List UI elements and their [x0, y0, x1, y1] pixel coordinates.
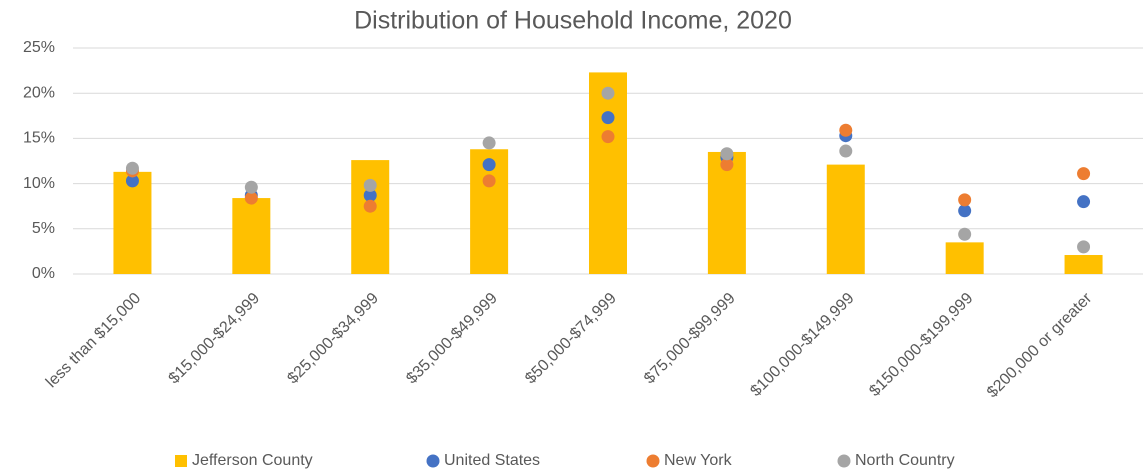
y-tick-label: 5% — [32, 220, 55, 237]
dot — [601, 111, 615, 125]
dot — [363, 188, 377, 202]
chart-title: Distribution of Household Income, 2020 — [354, 7, 792, 35]
legend-label: North Country — [855, 452, 955, 469]
dot — [839, 123, 853, 137]
dot — [601, 86, 615, 100]
legend-swatch — [837, 454, 851, 468]
dot — [244, 191, 258, 205]
dot — [1077, 240, 1091, 254]
x-tick-label: $25,000-$34,999 — [284, 290, 382, 388]
bar — [945, 242, 984, 274]
legend-label: United States — [444, 452, 540, 469]
dot — [125, 174, 139, 188]
bar — [826, 164, 865, 274]
dot — [482, 158, 496, 172]
x-tick-label: $100,000-$149,999 — [747, 290, 857, 400]
dot — [125, 161, 139, 175]
bar — [113, 171, 152, 274]
x-tick-label: $150,000-$199,999 — [866, 290, 976, 400]
legend-label: Jefferson County — [192, 452, 313, 469]
x-tick-label: $50,000-$74,999 — [522, 290, 620, 388]
dot — [244, 180, 258, 194]
legend-swatch — [646, 454, 660, 468]
y-tick-label: 10% — [23, 175, 55, 192]
x-tick-label: less than $15,000 — [43, 290, 144, 391]
legend-swatch — [426, 454, 440, 468]
bar — [232, 198, 271, 274]
x-tick-label: $15,000-$24,999 — [166, 290, 264, 388]
x-tick-label: $75,000-$99,999 — [641, 290, 739, 388]
dot — [958, 193, 972, 207]
dot — [1077, 167, 1091, 181]
bar — [351, 160, 390, 274]
bar — [1064, 255, 1103, 274]
dot — [363, 199, 377, 213]
dot — [363, 178, 377, 192]
x-tick-label: $35,000-$49,999 — [403, 290, 501, 388]
dot — [601, 130, 615, 144]
legend-swatch — [175, 455, 187, 467]
x-tick-label: $200,000 or greater — [984, 289, 1096, 401]
dot — [958, 204, 972, 218]
dot — [720, 147, 734, 161]
legend-label: New York — [664, 452, 733, 469]
dot — [958, 227, 972, 241]
y-tick-label: 20% — [23, 84, 55, 101]
dot — [1077, 195, 1091, 209]
dot — [720, 158, 734, 172]
y-tick-label: 0% — [32, 265, 55, 282]
y-tick-label: 25% — [23, 39, 55, 56]
bar — [707, 151, 746, 274]
bar — [589, 72, 627, 275]
dot — [482, 174, 496, 188]
y-tick-label: 15% — [23, 130, 55, 147]
dot — [839, 144, 853, 158]
dot — [482, 136, 496, 150]
